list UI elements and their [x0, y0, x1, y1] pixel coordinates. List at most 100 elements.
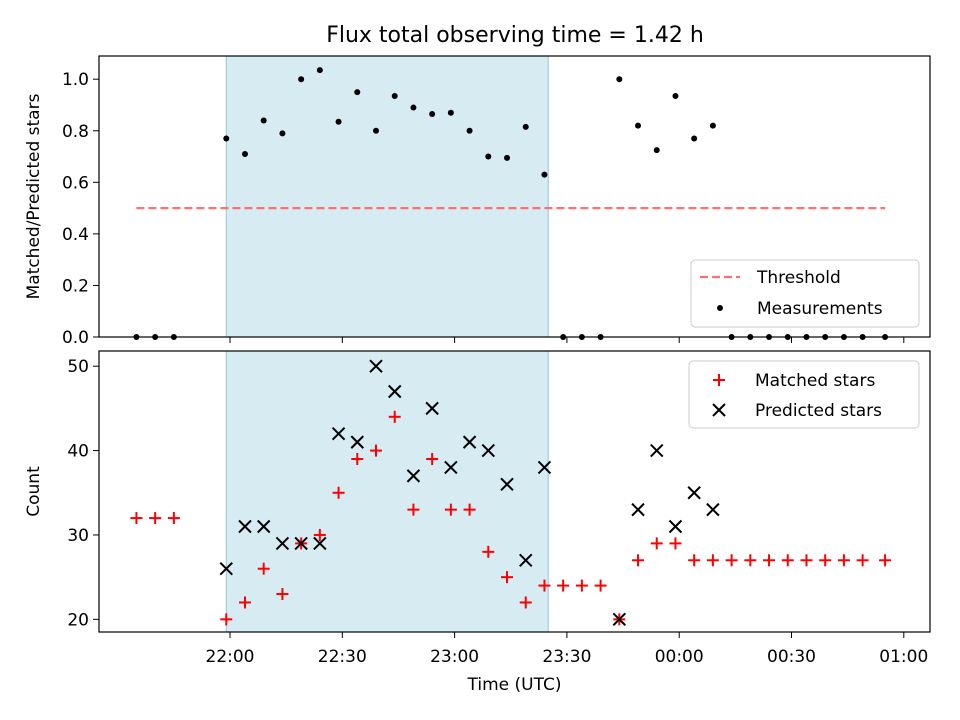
measurement-point: [616, 76, 623, 83]
matched-star-point: [257, 562, 270, 575]
top-legend-box: [690, 259, 920, 328]
matched-star-point: [149, 512, 162, 525]
matched-star-point: [444, 503, 457, 516]
matched-star-point: [669, 537, 682, 550]
top-shaded-span: [226, 56, 549, 337]
matched-star-point: [837, 554, 850, 567]
matched-star-point: [407, 503, 420, 516]
predicted-star-point: [369, 359, 383, 373]
top-ytick-label: 0.8: [62, 122, 89, 142]
predicted-star-point: [631, 502, 645, 517]
measurement-point: [373, 127, 379, 134]
top-legend: Threshold Measurements: [690, 259, 920, 328]
measurement-point: [298, 76, 305, 83]
matched-star-point: [501, 571, 514, 584]
predicted-star-point: [256, 519, 271, 534]
matched-star-point: [519, 596, 532, 609]
matched-star-point: [744, 554, 757, 567]
legend-matched-swatch: [713, 374, 725, 386]
matched-star-point: [370, 444, 382, 457]
legend-predicted-label: Predicted stars: [755, 401, 882, 421]
matched-star-point: [706, 554, 719, 567]
predicted-star-point: [238, 519, 252, 534]
matched-star-point: [538, 579, 551, 592]
predicted-star-point: [313, 536, 327, 551]
bottom-legend: Matched stars Predicted stars: [688, 360, 920, 429]
matched-star-point: [332, 486, 345, 499]
predicted-star-point: [388, 384, 402, 399]
top-panel: 0.0 0.2 0.4 0.6 0.8 1.0 Matched/Predicted star…: [24, 55, 931, 348]
measurement-point: [709, 122, 716, 129]
matched-star-point: [781, 554, 794, 567]
matched-star-point: [482, 545, 495, 558]
measurement-point: [485, 153, 492, 160]
measurement-point: [429, 111, 436, 118]
measurement-point: [279, 130, 286, 137]
predicted-star-point: [612, 612, 627, 627]
predicted-star-point: [500, 477, 514, 492]
predicted-star-point: [537, 460, 552, 475]
top-ytick-label: 0.0: [62, 328, 89, 348]
predicted-star-point: [650, 443, 664, 458]
bottom-xtick-label: 22:30: [318, 647, 367, 667]
top-axes-frame: [98, 55, 931, 338]
matched-star-point: [763, 554, 776, 567]
matched-star-point: [313, 528, 326, 541]
bottom-xtick-label: 23:00: [430, 647, 479, 667]
top-ylabel: Matched/Predicted stars: [24, 93, 44, 299]
matched-star-point: [238, 596, 251, 609]
matched-star-point: [800, 554, 813, 567]
measurement-point: [466, 127, 473, 134]
predicted-star-point: [294, 536, 308, 551]
bottom-ytick-label: 40: [67, 442, 89, 462]
measurement-point: [316, 67, 323, 74]
legend-threshold-label: Threshold: [756, 268, 841, 288]
bottom-xtick-label: 00:30: [767, 647, 816, 667]
matched-star-point: [351, 453, 364, 466]
predicted-star-point: [668, 519, 683, 534]
measurement-point: [504, 154, 511, 161]
matched-star-point: [276, 588, 289, 601]
bottom-xtick-label: 22:00: [206, 647, 255, 667]
predicted-star-point: [481, 443, 496, 458]
predicted-star-point: [706, 502, 720, 517]
predicted-star-point: [687, 486, 701, 500]
predicted-star-point: [444, 460, 458, 475]
bottom-panel: 20 30 40 50 22:00 22:30 23:00 23:30 00:00 00:30 01…: [24, 350, 931, 695]
measurement-point: [635, 122, 642, 129]
matched-star-point: [557, 579, 570, 592]
legend-predicted-swatch: [712, 403, 726, 417]
chart-title: Flux total observing time = 1.42 h: [326, 23, 704, 48]
measurement-point: [691, 135, 698, 142]
predicted-star-point: [406, 469, 421, 483]
matched-star-point: [879, 554, 892, 567]
measurement-point: [241, 150, 248, 157]
matched-star-point: [463, 503, 476, 516]
measurement-point: [335, 118, 342, 125]
predicted-star-point: [331, 426, 346, 441]
top-ytick-label: 0.6: [62, 173, 89, 193]
measurement-point: [522, 123, 529, 130]
measurement-point: [447, 109, 454, 116]
bottom-ytick-label: 20: [67, 610, 89, 630]
measurement-point: [410, 104, 417, 111]
matched-star-point: [650, 537, 663, 550]
matched-star-point: [856, 554, 869, 567]
bottom-axes-frame: [98, 350, 931, 633]
predicted-star-point: [219, 562, 233, 576]
predicted-star-point: [350, 435, 364, 449]
measurement-point: [260, 117, 267, 124]
measurement-point: [391, 92, 398, 99]
matched-star-point: [688, 554, 701, 567]
predicted-star-point: [425, 401, 439, 416]
bottom-shaded-span: [226, 351, 549, 632]
measurement-point: [653, 147, 660, 154]
matched-star-point: [167, 512, 180, 525]
predicted-star-point: [462, 435, 477, 449]
matched-star-point: [220, 613, 233, 626]
bottom-xtick-label: 23:30: [542, 647, 591, 667]
matched-star-point: [594, 579, 607, 592]
matched-star-point: [575, 579, 588, 592]
top-ytick-label: 1.0: [62, 70, 89, 90]
